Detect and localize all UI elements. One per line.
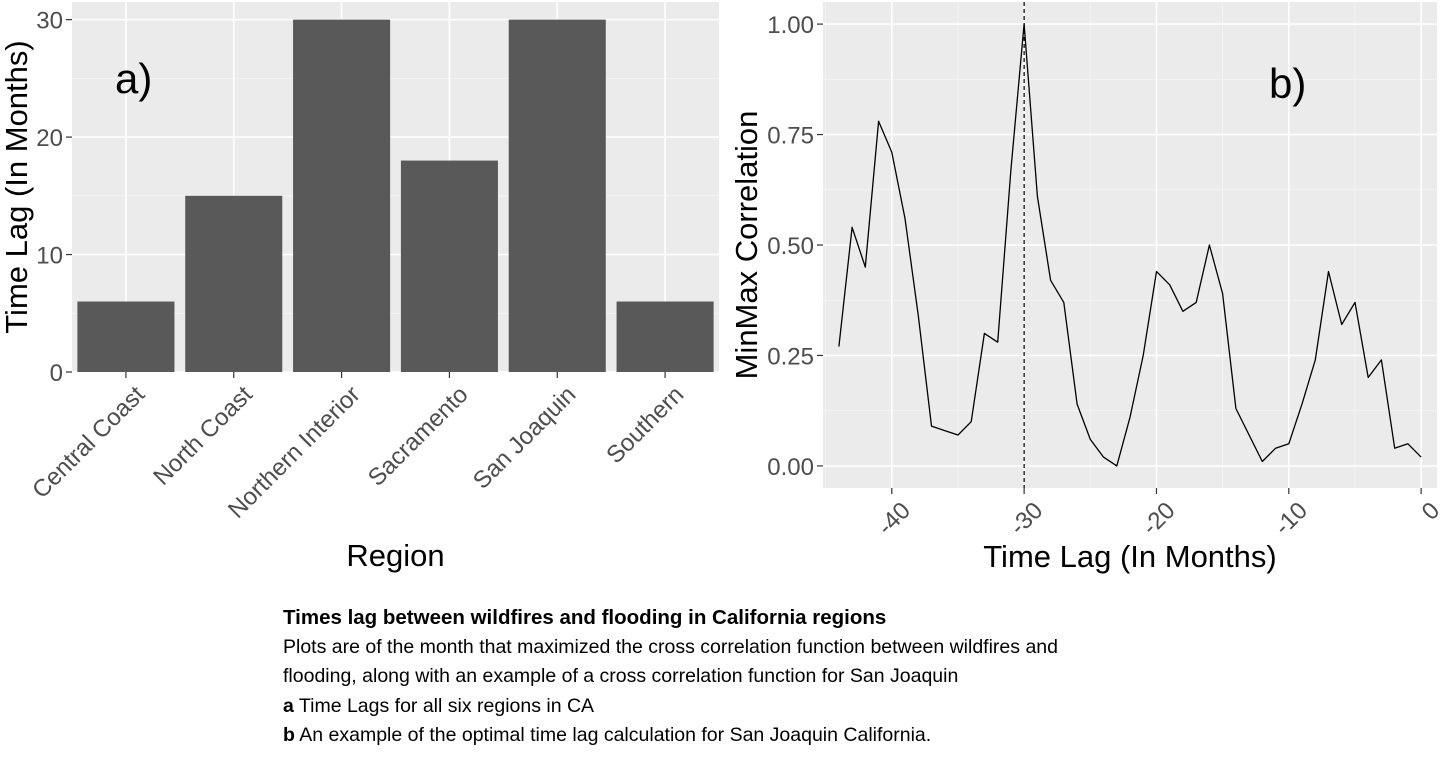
panel-a-x-axis-title: Region [346, 538, 444, 573]
bar-southern [616, 301, 714, 372]
panel-a-y-tick-label: 20 [36, 125, 63, 152]
caption-item-b-text: An example of the optimal time lag calcu… [294, 724, 932, 746]
panel-b-x-tick-label: -40 [872, 497, 916, 541]
panel-a-x-tick-label: Southern [601, 381, 689, 469]
panel-a-x-tick-label: San Joaquin [468, 381, 581, 494]
panel-a-background [72, 2, 719, 372]
caption-line-1: Plots are of the month that maximized th… [283, 635, 1058, 658]
caption-item-a-label: a [283, 694, 294, 717]
caption-title: Times lag between wildfires and flooding… [283, 606, 887, 629]
panel-b-y-axis-title: MinMax Correlation [729, 111, 764, 380]
panel-a-y-tick-label: 30 [36, 8, 63, 35]
panel-a-y-axis-title: Time Lag (In Months) [0, 40, 34, 333]
panel-b-x-tick-label: -30 [1005, 497, 1049, 541]
caption-item-a: a Time Lags for all six regions in CA [283, 692, 1283, 722]
caption-item-b-label: b [283, 724, 295, 746]
panel-b-line-chart: 0.00 0.25 0.50 0.75 1.00 -40 -30 -20 -10 0 Time La… [729, 2, 1445, 574]
panel-a-x-tick-label: Sacramento [363, 381, 474, 492]
bar-san-joaquin [508, 19, 606, 372]
bar-northern-interior [293, 19, 391, 372]
panel-a-x-tick-label: North Coast [148, 381, 258, 491]
panel-b-y-tick-label: 0.00 [767, 454, 814, 481]
panel-a-x-tick-label: Central Coast [27, 381, 150, 504]
correlation-series-line [838, 23, 1422, 467]
bar-sacramento [400, 160, 498, 372]
bar-north-coast [185, 195, 283, 372]
panel-b-x-tick-label: -10 [1269, 497, 1313, 541]
panel-a-label: a) [115, 55, 152, 102]
caption-item-b: b An example of the optimal time lag cal… [283, 721, 1283, 751]
panel-b-y-tick-label: 0.50 [767, 233, 814, 260]
panel-b-x-tick-label: 0 [1417, 497, 1446, 526]
caption-item-a-text: Time Lags for all six regions in CA [293, 694, 595, 717]
panel-b-y-tick-label: 0.75 [767, 123, 814, 150]
panel-b-x-tick-label: -20 [1137, 497, 1181, 541]
bar-central-coast [77, 301, 175, 372]
figure-caption: Times lag between wildfires and flooding… [283, 603, 1283, 751]
caption-line-2: flooding, along with an example of a cro… [283, 665, 959, 687]
panel-b-y-tick-label: 0.25 [767, 343, 814, 370]
panel-b-y-tick-label: 1.00 [767, 12, 814, 39]
panel-a-y-tick-label: 10 [36, 243, 63, 270]
panel-b-x-axis-title: Time Lag (In Months) [983, 539, 1276, 574]
panel-b-label: b) [1269, 60, 1306, 107]
panel-a-y-tick-label: 0 [50, 360, 63, 387]
